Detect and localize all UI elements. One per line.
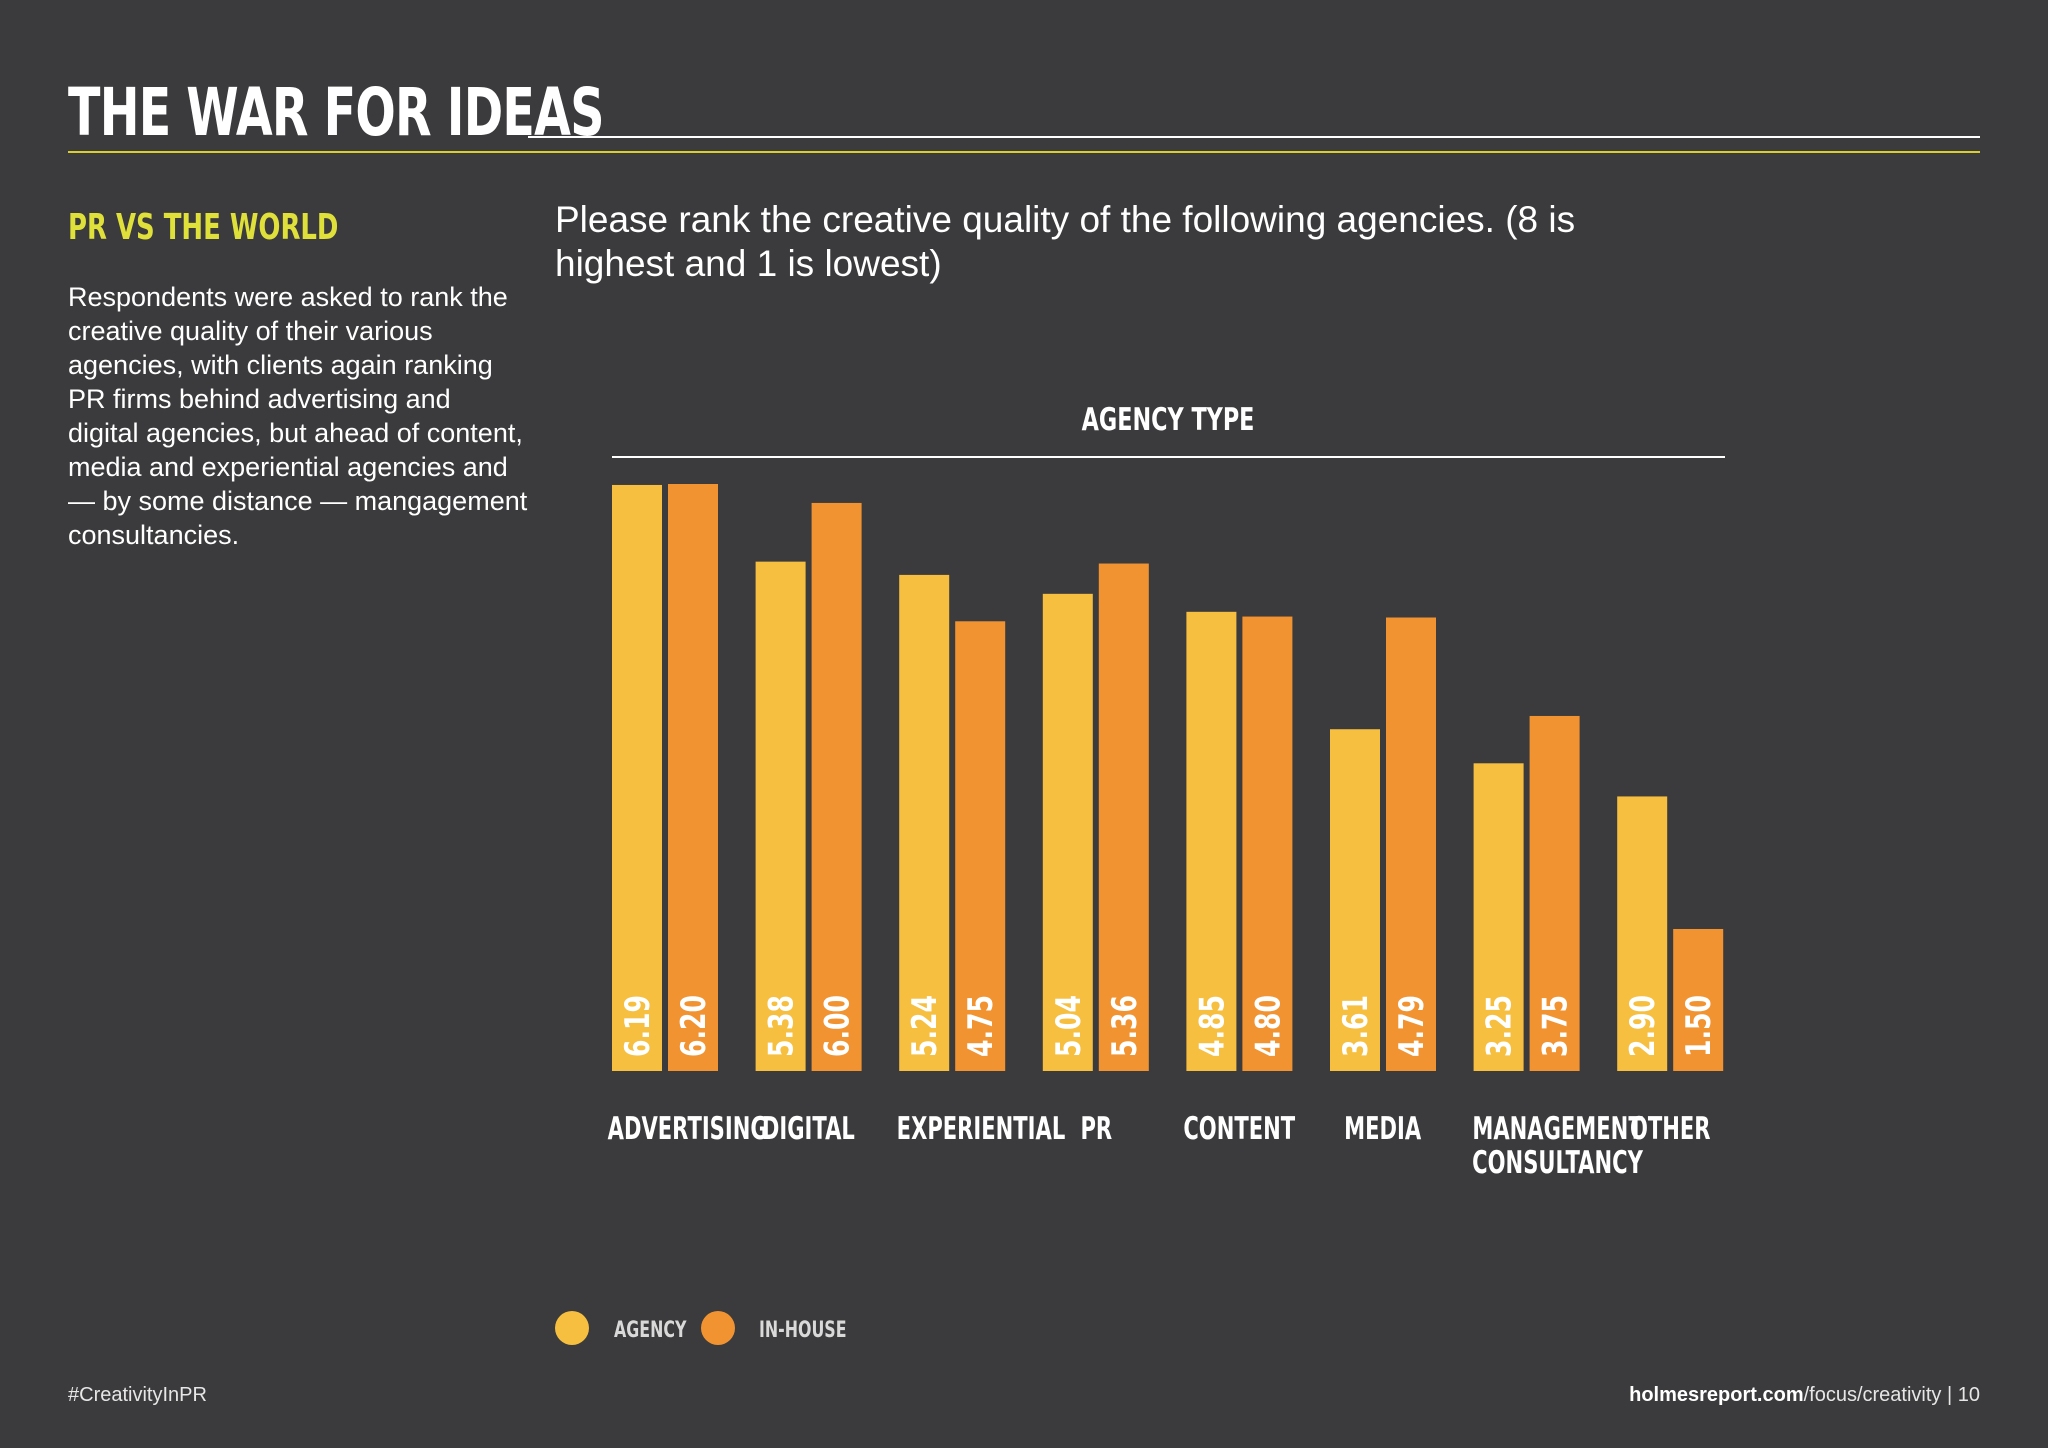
category-label-4: CONTENT xyxy=(1144,1112,1334,1146)
footer-hashtag: #CreativityInPR xyxy=(68,1384,207,1406)
data-label-in-house-3: 5.36 xyxy=(1105,995,1145,1057)
category-label-text: DIGITAL xyxy=(762,1111,856,1147)
category-label-text: CONTENT xyxy=(1183,1111,1296,1147)
data-label-agency-6: 3.25 xyxy=(1480,995,1520,1057)
data-label-in-house-5: 4.79 xyxy=(1392,995,1432,1057)
axis-header: AGENCY TYPE xyxy=(612,400,1724,440)
data-label-agency-1: 5.38 xyxy=(762,995,802,1057)
bar-agency-4 xyxy=(1186,611,1237,1071)
chart-title: Please rank the creative quality of the … xyxy=(555,199,1576,284)
data-label-agency-5: 3.61 xyxy=(1336,995,1376,1057)
bar-in-house-7 xyxy=(1673,928,1724,1071)
category-label-0: ADVERTISING xyxy=(570,1112,768,1146)
bar-in-house-0 xyxy=(668,484,718,1071)
data-label-in-house-7: 1.50 xyxy=(1679,995,1719,1057)
bar-agency-6 xyxy=(1473,763,1524,1071)
category-label-7: OTHER xyxy=(1575,1112,1765,1146)
category-label-5: MEDIA xyxy=(1288,1112,1478,1146)
bar-in-house-3 xyxy=(1098,563,1149,1071)
data-label-in-house-1: 6.00 xyxy=(818,995,858,1057)
data-label-in-house-0: 6.20 xyxy=(674,995,714,1057)
bar-in-house-2 xyxy=(955,621,1006,1071)
title-underline xyxy=(68,151,1980,153)
legend-label-in-house: IN-HOUSE xyxy=(759,1318,847,1343)
x-axis-label: AGENCY TYPE xyxy=(1081,402,1255,438)
category-label-2: EXPERIENTIAL xyxy=(857,1112,1066,1146)
data-label-in-house-2: 4.75 xyxy=(961,995,1001,1057)
page-number: 10 xyxy=(1957,1384,1980,1406)
data-label-agency-4: 4.85 xyxy=(1192,995,1232,1057)
data-label-agency-0: 6.19 xyxy=(618,995,658,1057)
category-label-text: MEDIA xyxy=(1344,1111,1422,1147)
bar-agency-2 xyxy=(899,574,950,1071)
legend-swatch-agency xyxy=(555,1311,589,1345)
data-label-in-house-4: 4.80 xyxy=(1248,995,1288,1057)
category-label-3: PR xyxy=(1001,1112,1191,1146)
category-label-6: MANAGEMENT CONSULTANCY xyxy=(1432,1112,1643,1180)
category-label-text: PR xyxy=(1079,1111,1112,1147)
footer-site-path: /focus/creativity xyxy=(1803,1384,1942,1406)
category-label-text: ADVERTISING xyxy=(607,1111,768,1147)
bar-in-house-6 xyxy=(1529,715,1580,1071)
data-label-agency-2: 5.24 xyxy=(905,995,945,1057)
data-label-agency-3: 5.04 xyxy=(1049,995,1089,1057)
bar-agency-0 xyxy=(612,484,662,1071)
footer-source: holmesreport.com/focus/creativity | 10 xyxy=(1629,1384,1980,1407)
bar-agency-3 xyxy=(1042,593,1093,1071)
data-label-agency-7: 2.90 xyxy=(1623,995,1663,1057)
bar-agency-7 xyxy=(1617,796,1668,1071)
bar-in-house-1 xyxy=(811,502,862,1071)
section-heading: PR VS THE WORLD xyxy=(68,207,339,248)
legend-swatch-in-house xyxy=(701,1311,735,1345)
bar-in-house-4 xyxy=(1242,616,1293,1071)
body-text: Respondents were asked to rank the creat… xyxy=(68,282,528,550)
bar-in-house-5 xyxy=(1386,617,1436,1071)
bar-agency-1 xyxy=(755,561,806,1071)
bar-agency-5 xyxy=(1330,729,1380,1071)
data-label-in-house-6: 3.75 xyxy=(1536,995,1576,1057)
page-title: THE WAR FOR IDEAS xyxy=(68,74,604,151)
footer-site[interactable]: holmesreport.com xyxy=(1629,1384,1804,1406)
legend-label-agency: AGENCY xyxy=(614,1318,687,1343)
category-label-text: MANAGEMENT CONSULTANCY xyxy=(1471,1111,1643,1181)
category-label-text: OTHER xyxy=(1629,1111,1711,1147)
footer-separator: | xyxy=(1941,1384,1958,1406)
category-label-text: EXPERIENTIAL xyxy=(896,1111,1066,1147)
title-rule xyxy=(528,136,1980,138)
axis-header-rule xyxy=(612,456,1725,458)
category-label-1: DIGITAL xyxy=(714,1112,904,1146)
